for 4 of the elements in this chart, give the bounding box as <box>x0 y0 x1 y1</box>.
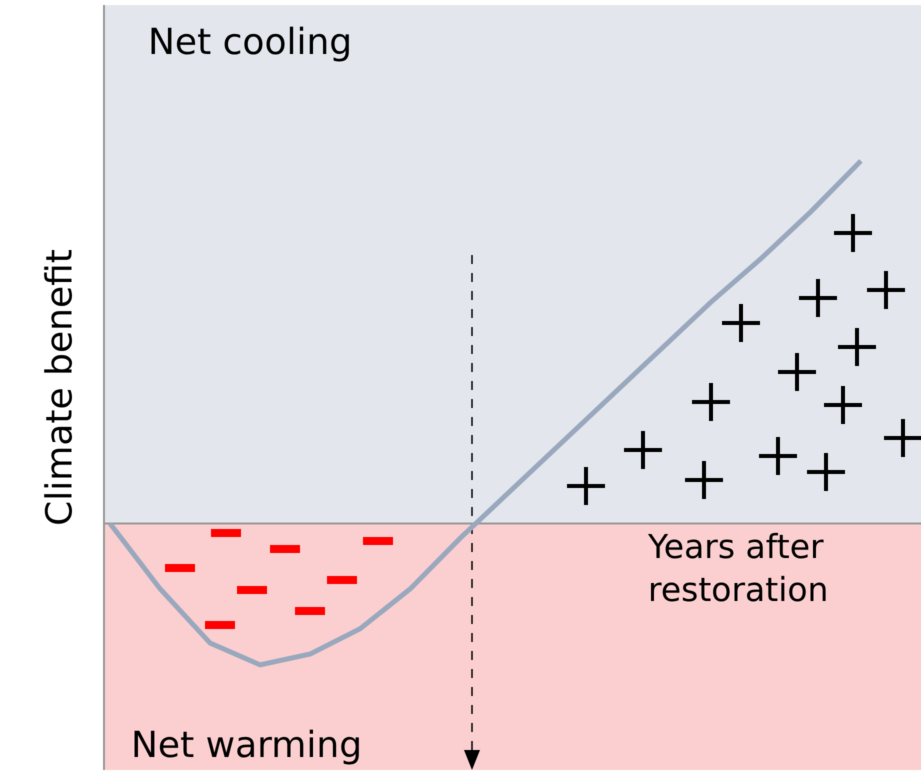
band-label: Net cooling <box>148 22 352 63</box>
y-axis-title: Climate benefit <box>40 249 81 526</box>
x-axis-title: Years after restoration <box>647 527 828 609</box>
band-label: Net warming <box>131 725 362 766</box>
